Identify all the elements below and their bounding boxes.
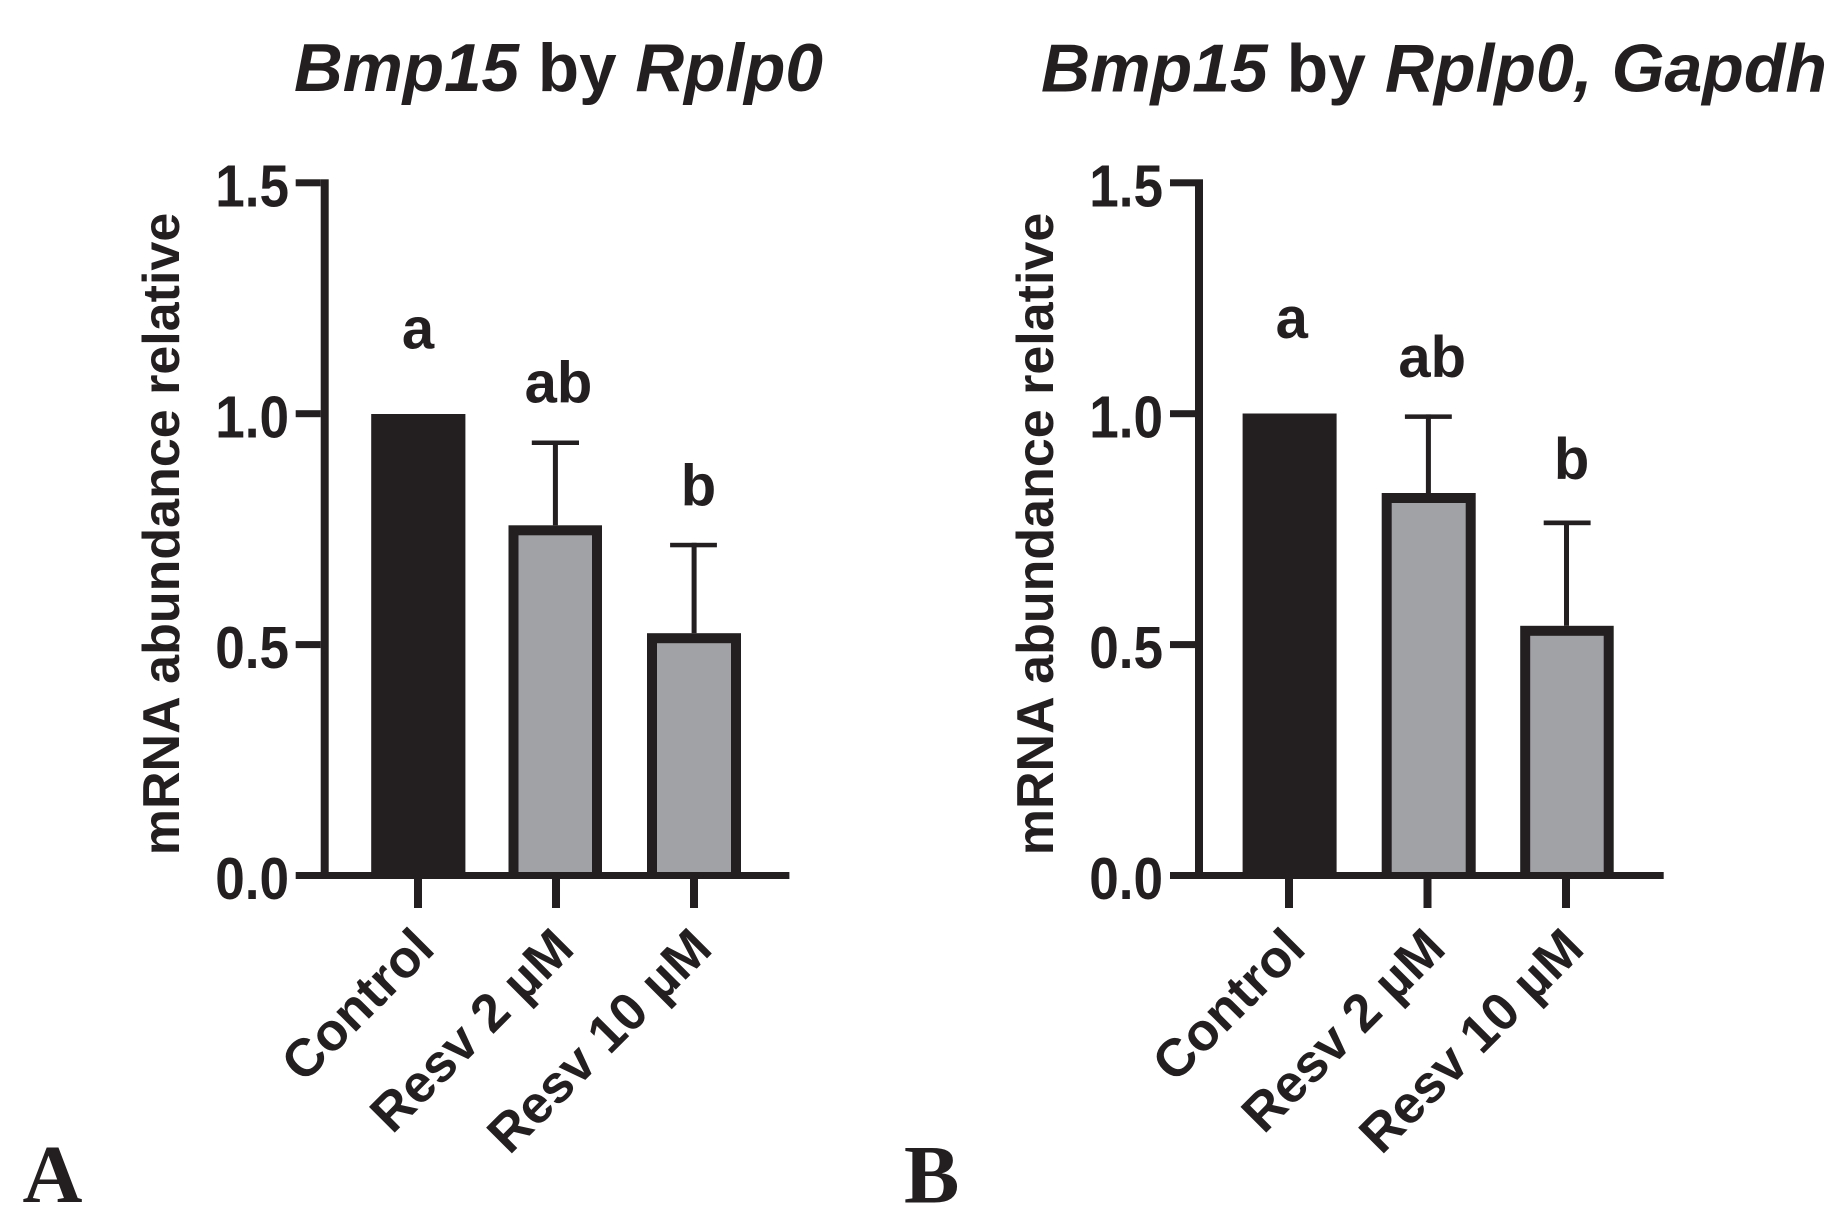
svg-text:a: a — [1276, 286, 1309, 351]
svg-text:1.0: 1.0 — [1089, 384, 1163, 450]
svg-text:mRNA abundance relative: mRNA abundance relative — [1007, 213, 1065, 855]
svg-text:B: B — [904, 1128, 959, 1220]
svg-text:ab: ab — [1398, 325, 1466, 390]
svg-text:1.0: 1.0 — [215, 384, 289, 450]
svg-text:a: a — [402, 297, 435, 362]
svg-text:0.5: 0.5 — [215, 615, 289, 681]
svg-text:b: b — [1554, 427, 1589, 492]
svg-text:1.5: 1.5 — [1089, 153, 1163, 219]
svg-text:mRNA abundance relative: mRNA abundance relative — [133, 213, 191, 855]
svg-text:b: b — [681, 454, 716, 519]
svg-text:0.0: 0.0 — [215, 845, 289, 911]
svg-text:0.5: 0.5 — [1089, 615, 1163, 681]
svg-text:Bmp15 by Rplp0: Bmp15 by Rplp0 — [294, 31, 823, 106]
svg-text:A: A — [23, 1128, 83, 1220]
svg-text:Bmp15 by Rplp0, Gapdh: Bmp15 by Rplp0, Gapdh — [1041, 31, 1827, 107]
svg-text:ab: ab — [525, 351, 593, 416]
svg-text:1.5: 1.5 — [215, 153, 289, 219]
svg-text:0.0: 0.0 — [1089, 845, 1163, 911]
